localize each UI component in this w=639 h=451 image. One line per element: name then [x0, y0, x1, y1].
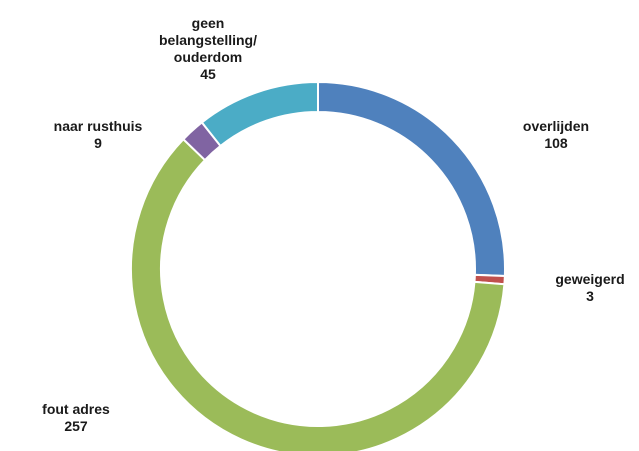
data-label-geen-belangstelling-ouderdom: geen belangstelling/ouderdom 45 — [159, 15, 257, 82]
slice-value: 108 — [544, 135, 568, 151]
slice-name: naar rusthuis — [54, 118, 143, 134]
donut-slices — [130, 80, 506, 451]
slice-name: overlijden — [523, 118, 589, 134]
slice-value: 45 — [200, 66, 216, 82]
data-label-naar-rusthuis: naar rusthuis 9 — [54, 118, 143, 151]
slice-labels: overlijden 108 geweigerd 3 fout adres 257 naar… — [42, 15, 624, 434]
slice-value: 9 — [94, 135, 102, 151]
slice-name: fout adres — [42, 401, 110, 417]
slice-overlijden — [317, 80, 506, 277]
slice-fout-adres — [130, 137, 506, 451]
slice-name: belangstelling/ — [159, 32, 257, 48]
data-label-geweigerd: geweigerd 3 — [555, 271, 624, 304]
slice-value: 257 — [64, 418, 88, 434]
slice-name: geen — [192, 15, 225, 31]
slice-name: ouderdom — [174, 49, 242, 65]
slice-name: geweigerd — [555, 271, 624, 287]
slice-value: 3 — [586, 288, 594, 304]
data-label-overlijden: overlijden 108 — [523, 118, 589, 151]
data-label-fout-adres: fout adres 257 — [42, 401, 110, 434]
slice-geen-belangstelling-ouderdom — [200, 80, 319, 148]
